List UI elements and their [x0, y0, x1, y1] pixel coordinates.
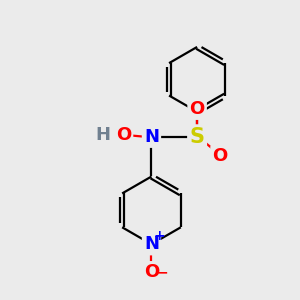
Text: +: +	[154, 229, 166, 243]
Text: S: S	[190, 127, 205, 147]
Text: O: O	[212, 147, 228, 165]
Text: N: N	[144, 235, 159, 253]
Text: O: O	[144, 263, 159, 281]
Text: N: N	[144, 128, 159, 146]
Text: H: H	[95, 126, 110, 144]
Text: O: O	[116, 126, 131, 144]
Text: O: O	[190, 100, 205, 118]
Text: −: −	[157, 265, 169, 279]
